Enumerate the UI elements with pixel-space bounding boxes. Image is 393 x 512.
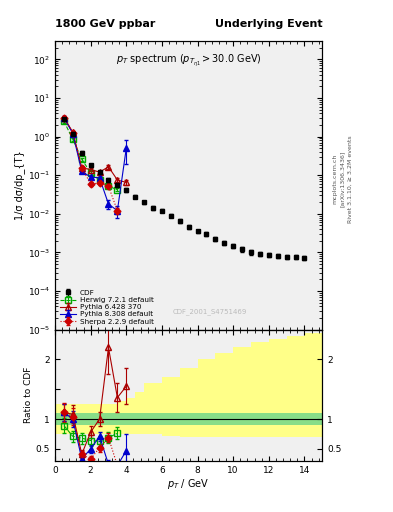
Bar [118, 413, 126, 425]
Bar [55, 404, 64, 434]
Bar [64, 413, 73, 425]
Bar [251, 342, 269, 437]
Bar [215, 413, 233, 425]
Bar [64, 404, 73, 434]
Bar [73, 413, 82, 425]
Bar [162, 413, 180, 425]
Bar [73, 404, 82, 434]
Bar [126, 413, 135, 425]
Text: Rivet 3.1.10, ≥ 3.2M events: Rivet 3.1.10, ≥ 3.2M events [348, 135, 353, 223]
Bar [126, 398, 135, 434]
Bar [108, 404, 118, 434]
X-axis label: $p_T$ / GeV: $p_T$ / GeV [167, 477, 210, 492]
Bar [144, 383, 162, 434]
Text: 1800 GeV ppbar: 1800 GeV ppbar [55, 19, 155, 29]
Y-axis label: 1/σ dσ/dp_{T}: 1/σ dσ/dp_{T} [14, 151, 25, 220]
Bar [144, 413, 162, 425]
Bar [198, 413, 215, 425]
Bar [215, 353, 233, 437]
Text: Underlying Event: Underlying Event [215, 19, 322, 29]
Text: [arXiv:1306.3436]: [arXiv:1306.3436] [340, 151, 345, 207]
Bar [135, 392, 144, 434]
Bar [108, 413, 118, 425]
Text: CDF_2001_S4751469: CDF_2001_S4751469 [173, 308, 247, 315]
Bar [82, 413, 91, 425]
Legend: CDF, Herwig 7.2.1 default, Pythia 6.428 370, Pythia 8.308 default, Sherpa 2.2.9 : CDF, Herwig 7.2.1 default, Pythia 6.428 … [59, 288, 155, 326]
Bar [162, 377, 180, 436]
Bar [305, 333, 322, 437]
Bar [233, 348, 251, 437]
Bar [180, 413, 198, 425]
Bar [91, 404, 99, 434]
Bar [55, 413, 64, 425]
Bar [99, 413, 108, 425]
Bar [198, 359, 215, 437]
Text: mcplots.cern.ch: mcplots.cern.ch [332, 154, 337, 204]
Y-axis label: Ratio to CDF: Ratio to CDF [24, 367, 33, 423]
Bar [251, 413, 269, 425]
Bar [269, 413, 286, 425]
Bar [118, 401, 126, 434]
Bar [269, 338, 286, 437]
Bar [180, 368, 198, 437]
Text: $p_T$ spectrum ($p_{T_{\eta 1}} > 30.0$ GeV): $p_T$ spectrum ($p_{T_{\eta 1}} > 30.0$ … [116, 53, 261, 69]
Bar [91, 413, 99, 425]
Bar [99, 404, 108, 434]
Bar [233, 413, 251, 425]
Bar [286, 335, 305, 437]
Bar [286, 413, 305, 425]
Bar [82, 404, 91, 434]
Bar [305, 413, 322, 425]
Bar [135, 413, 144, 425]
